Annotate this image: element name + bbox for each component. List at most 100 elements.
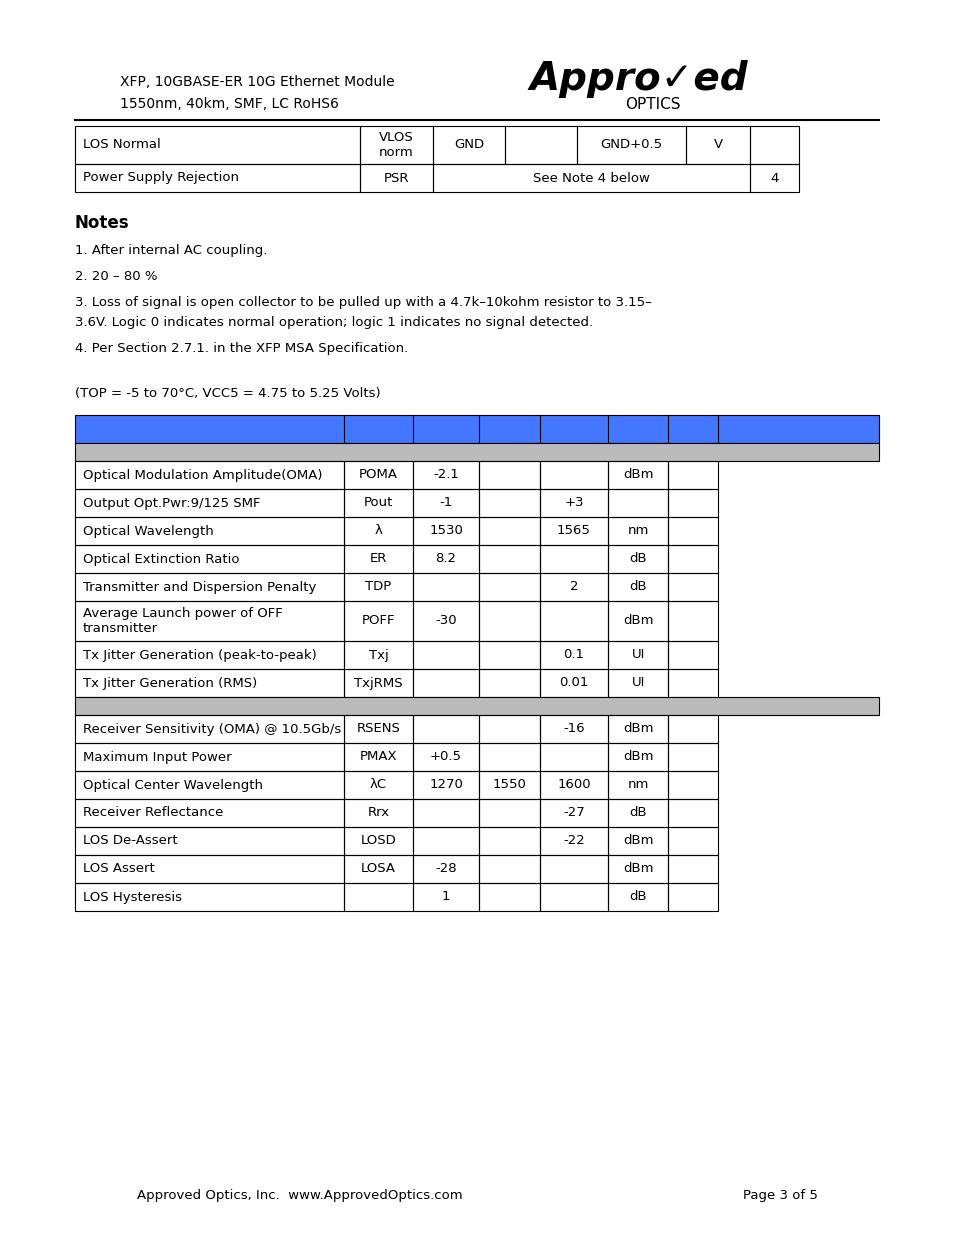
Bar [607,883,668,911]
Bar [539,855,607,883]
Text: POMA: POMA [358,468,397,482]
Text: GND+0.5: GND+0.5 [600,138,662,152]
Text: VLOS
norm: VLOS norm [379,131,414,159]
Bar [75,669,344,697]
Text: dB: dB [629,890,646,904]
Text: 1600: 1600 [557,778,590,792]
Text: 1550: 1550 [492,778,526,792]
Text: +3: +3 [563,496,583,510]
Text: λC: λC [370,778,387,792]
Text: Tx Jitter Generation (peak-to-peak): Tx Jitter Generation (peak-to-peak) [83,648,316,662]
Bar [344,641,413,669]
Text: Rrx: Rrx [367,806,389,820]
Bar [75,461,344,489]
Bar [479,855,539,883]
Text: Txj: Txj [368,648,388,662]
Text: dB: dB [629,552,646,566]
Bar [413,601,479,641]
Bar [668,545,718,573]
Text: (TOP = -5 to 70°C, VCC5 = 4.75 to 5.25 Volts): (TOP = -5 to 70°C, VCC5 = 4.75 to 5.25 V… [75,387,380,400]
Text: 1. After internal AC coupling.: 1. After internal AC coupling. [75,245,267,257]
Text: dBm: dBm [622,751,653,763]
Bar [75,601,344,641]
Bar [607,771,668,799]
Bar [413,545,479,573]
Text: 3.6V. Logic 0 indicates normal operation; logic 1 indicates no signal detected.: 3.6V. Logic 0 indicates normal operation… [75,316,593,329]
Text: 2. 20 – 80 %: 2. 20 – 80 % [75,270,157,283]
Bar [539,545,607,573]
Bar [479,545,539,573]
Bar [607,827,668,855]
Text: -16: -16 [562,722,584,736]
Bar [668,883,718,911]
Text: Output Opt.Pwr:9/125 SMF: Output Opt.Pwr:9/125 SMF [83,496,260,510]
Bar [668,669,718,697]
Text: 0.01: 0.01 [558,677,588,689]
Bar [607,799,668,827]
Bar [607,601,668,641]
Bar [479,771,539,799]
Bar [413,715,479,743]
Bar [479,641,539,669]
Bar [607,461,668,489]
Bar [479,799,539,827]
Bar [344,517,413,545]
Text: UI: UI [631,677,644,689]
Bar [668,461,718,489]
Bar [75,827,344,855]
Bar [539,517,607,545]
Bar [479,715,539,743]
Text: 4. Per Section 2.7.1. in the XFP MSA Specification.: 4. Per Section 2.7.1. in the XFP MSA Spe… [75,342,408,354]
Text: 1530: 1530 [429,525,462,537]
Bar [344,489,413,517]
Text: Maximum Input Power: Maximum Input Power [83,751,232,763]
Bar [413,641,479,669]
Text: ER: ER [370,552,387,566]
Bar [75,799,344,827]
Text: dB: dB [629,806,646,820]
Text: OPTICS: OPTICS [624,98,679,112]
Bar [668,743,718,771]
Bar [668,489,718,517]
Text: Approved Optics, Inc.  www.ApprovedOptics.com: Approved Optics, Inc. www.ApprovedOptics… [137,1188,462,1202]
Text: 1550nm, 40km, SMF, LC RoHS6: 1550nm, 40km, SMF, LC RoHS6 [120,98,338,111]
Text: Optical Center Wavelength: Optical Center Wavelength [83,778,263,792]
Text: Notes: Notes [75,214,130,232]
Text: dB: dB [629,580,646,594]
Text: λ: λ [375,525,382,537]
Text: 1270: 1270 [429,778,462,792]
Bar [344,883,413,911]
Text: 3. Loss of signal is open collector to be pulled up with a 4.7k–10kohm resistor : 3. Loss of signal is open collector to b… [75,296,651,309]
Bar [75,771,344,799]
Bar [413,573,479,601]
Bar [668,517,718,545]
Bar [75,164,360,191]
Text: -28: -28 [435,862,456,876]
Bar [607,641,668,669]
Text: dBm: dBm [622,615,653,627]
Bar [413,517,479,545]
Bar [668,855,718,883]
Text: TxjRMS: TxjRMS [354,677,402,689]
Bar [344,715,413,743]
Text: dBm: dBm [622,862,653,876]
Text: Power Supply Rejection: Power Supply Rejection [83,172,239,184]
Text: LOS Normal: LOS Normal [83,138,161,152]
Bar [668,715,718,743]
Bar [75,126,360,164]
Bar [433,164,750,191]
Bar [344,855,413,883]
Bar [413,489,479,517]
Bar [539,601,607,641]
Bar [539,771,607,799]
Text: -30: -30 [435,615,456,627]
Bar [539,827,607,855]
Text: -1: -1 [439,496,452,510]
Bar [479,573,539,601]
Text: POFF: POFF [361,615,395,627]
Text: dBm: dBm [622,835,653,847]
Text: Receiver Reflectance: Receiver Reflectance [83,806,223,820]
Bar [539,573,607,601]
Text: PMAX: PMAX [359,751,396,763]
Bar [539,641,607,669]
